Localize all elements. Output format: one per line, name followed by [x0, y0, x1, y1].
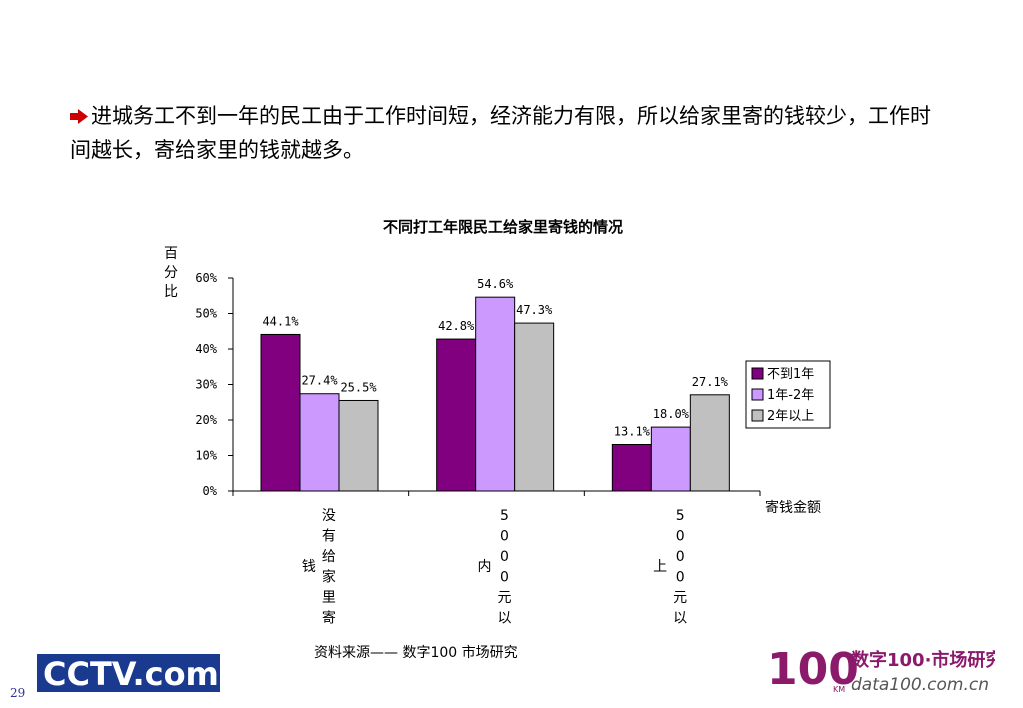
y-axis-label-char: 百: [164, 246, 178, 262]
bar: [514, 322, 555, 492]
y-axis-label: 百分比: [164, 246, 178, 300]
category-label-char: 没: [322, 508, 336, 524]
category-label-char: 内: [478, 559, 492, 575]
category-label-char: 寄: [322, 610, 336, 627]
y-tick-label: 10%: [195, 449, 217, 463]
category-label-char: 5: [500, 508, 509, 524]
legend-swatch: [751, 367, 764, 380]
y-tick-labels: 0% 10% 20% 30% 40% 50% 60%: [195, 271, 217, 498]
y-tick-label: 0%: [203, 484, 218, 498]
svg-text:CCTV.com: CCTV.com: [43, 655, 219, 692]
bar: [650, 426, 691, 492]
y-axis-label-char: 分: [164, 265, 178, 281]
category-label-char: 0: [500, 570, 509, 586]
y-tick-label: 40%: [195, 342, 217, 356]
legend-label: 1年-2年: [767, 388, 814, 403]
y-axis-label-char: 比: [164, 284, 178, 300]
category-label-char: 家: [322, 569, 336, 586]
category-label-char: 0: [500, 529, 509, 545]
category-label-char: 里: [322, 590, 336, 606]
category-label-char: 元: [498, 590, 512, 606]
legend-swatch: [751, 409, 764, 422]
svg-text:数字100·市场研究: 数字100·市场研究: [851, 649, 995, 671]
legend-label: 不到1年: [767, 367, 814, 382]
bar: [260, 333, 301, 492]
bar-value-label: 42.8%: [438, 319, 475, 333]
bar: [475, 296, 516, 492]
svg-text:data100.com.cn: data100.com.cn: [851, 675, 989, 695]
chart-title: 不同打工年限民工给家里寄钱的情况: [383, 218, 623, 236]
bullet-paragraph: 进城务工不到一年的民工由于工作时间短，经济能力有限，所以给家里寄的钱较少，工作时…: [70, 99, 950, 167]
category-label-char: 元: [673, 590, 687, 606]
category-label-char: 给: [322, 549, 336, 565]
category-label: 5 0 0 0 元以 内: [478, 508, 512, 627]
bar-chart: 不同打工年限民工给家里寄钱的情况 百分比 0% 10% 20% 30% 40% 50% 60…: [164, 218, 831, 627]
category-label-char: 以: [498, 611, 512, 627]
bar-value-label: 18.0%: [653, 407, 690, 421]
category-label-char: 0: [676, 549, 685, 565]
category-label-char: 上: [653, 559, 667, 575]
page-number: 29: [10, 686, 26, 700]
bar-value-labels: 44.1% 42.8% 13.1% 27.4% 54.6% 18.0% 25.5% 47.3%…: [262, 277, 728, 438]
category-label-char: 0: [500, 549, 509, 565]
cctv-logo: CCTV.com: [37, 654, 220, 692]
y-tick-label: 50%: [195, 307, 217, 321]
y-tick-label: 30%: [195, 378, 217, 392]
legend-label: 2年以上: [767, 409, 814, 424]
y-tick-label: 60%: [195, 271, 217, 285]
source-note: 资料来源—— 数字100 市场研究: [314, 645, 518, 661]
bar-value-label: 44.1%: [262, 314, 299, 328]
legend-swatch: [751, 388, 764, 401]
category-label-char: 0: [676, 529, 685, 545]
category-label-char: 有: [322, 529, 336, 545]
bar-value-label: 54.6%: [477, 277, 514, 291]
bar-value-label: 27.1%: [692, 375, 729, 389]
bar: [338, 399, 379, 492]
category-label-char: 0: [676, 570, 685, 586]
category-label: 5 0 0 0 元以 上: [653, 508, 687, 627]
chart-legend: 不到1年 1年-2年 2年以上: [745, 360, 831, 429]
bar: [689, 394, 730, 492]
data100-logo: 100 数字100·市场研究 KM data100.com.cn: [767, 644, 995, 695]
bar-series: [260, 296, 730, 492]
bar: [436, 338, 477, 492]
svg-text:KM: KM: [833, 685, 845, 694]
bar-value-label: 47.3%: [516, 303, 553, 317]
category-label-char: 钱: [302, 559, 316, 575]
category-label-char: 5: [676, 508, 685, 524]
bar: [611, 443, 652, 492]
category-label-char: 以: [673, 611, 687, 627]
bullet-text: 进城务工不到一年的民工由于工作时间短，经济能力有限，所以给家里寄的钱较少，工作时…: [70, 104, 931, 162]
x-axis-label: 寄钱金额: [765, 499, 821, 516]
bar-value-label: 25.5%: [340, 380, 377, 394]
bar-value-label: 13.1%: [614, 424, 651, 438]
svg-text:100: 100: [767, 644, 859, 695]
y-tick-label: 20%: [195, 413, 217, 427]
arrow-bullet-icon: [70, 109, 88, 124]
bar-value-label: 27.4%: [301, 374, 338, 388]
bar: [299, 393, 340, 492]
